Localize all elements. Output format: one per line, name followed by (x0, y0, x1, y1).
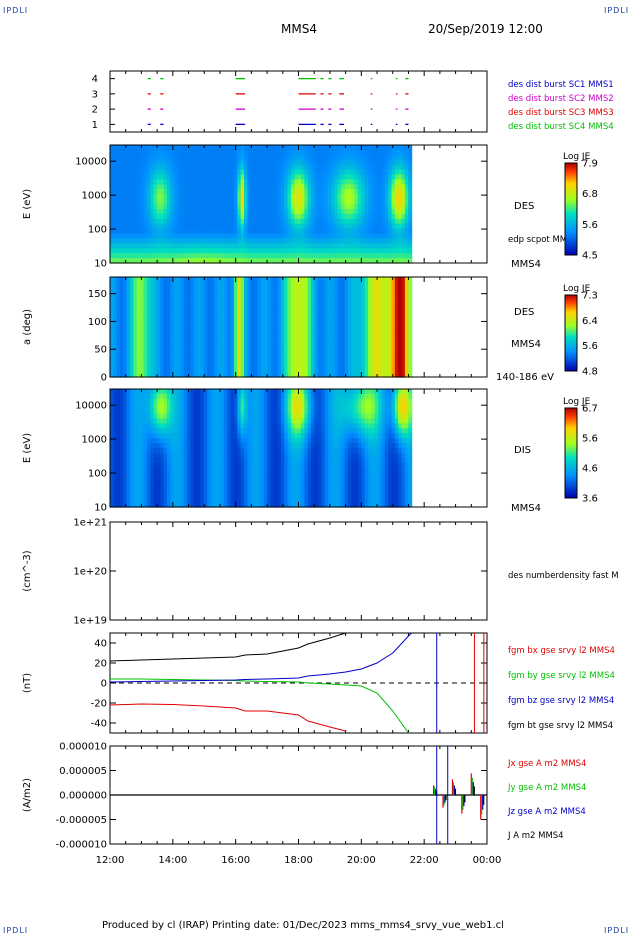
des-pitch-spectrogram-cell (408, 319, 412, 324)
des-pitch-spectrogram-cell (408, 348, 412, 353)
des-energy-spectrogram-cell (408, 150, 412, 156)
burst-legend-entry: des dist burst SC3 MMS3 (508, 108, 614, 118)
des-energy-spacecraft-label: MMS4 (511, 259, 541, 270)
des-pitch-colorbar-tick-label: 4.8 (582, 367, 598, 378)
des-energy-spectrogram-cell (408, 160, 412, 166)
des-energy-spectrogram-cell (408, 194, 412, 200)
des-pitch-spectrogram-cell (408, 365, 412, 370)
des-energy-colorbar-tick-label: 5.6 (582, 220, 598, 231)
des-pitch-instrument-label: DES (514, 307, 534, 318)
des-pitch-energy-label: 140-186 eV (496, 372, 554, 383)
des-energy-spectrogram-cell (408, 238, 412, 244)
des-pitch-spectrogram-cell (408, 298, 412, 303)
des-pitch-spacecraft-label: MMS4 (511, 339, 541, 350)
des-pitch-spectrogram-cell (408, 315, 412, 320)
burst-legend-entry: des dist burst SC4 MMS4 (508, 122, 614, 132)
des-energy-spectrogram-cell (408, 179, 412, 185)
des-pitch-spectrogram-cell (408, 294, 412, 299)
des-pitch-tick-label: 50 (94, 345, 107, 356)
des-pitch-spectrogram-cell (408, 360, 412, 365)
des-energy-spectrogram-cell (408, 253, 412, 259)
des-energy-spectrogram-cell (408, 214, 412, 220)
des-pitch-colorbar-tick-label: 5.6 (582, 341, 598, 352)
burst-tick-label: 2 (92, 105, 98, 116)
des-energy-colorbar (565, 163, 577, 255)
des-energy-instrument-label: DES (514, 201, 534, 212)
des-pitch-colorbar-tick-label: 7.3 (582, 291, 598, 302)
des-energy-colorbar-tick-label: 6.8 (582, 189, 598, 200)
des-pitch-spectrogram-cell (408, 327, 412, 332)
burst-tick-label: 1 (92, 120, 98, 131)
burst-tick-label: 4 (92, 74, 98, 85)
des-energy-spectrogram-cell (408, 175, 412, 181)
des-pitch-spectrogram-cell (408, 331, 412, 336)
des-energy-tick-label: 100 (88, 225, 107, 236)
des-pitch-tick-label: 150 (88, 289, 107, 300)
des-pitch-spectrogram-cell (408, 302, 412, 307)
des-pitch-spectrogram-cell (408, 285, 412, 290)
des-pitch-tick-label: 100 (88, 317, 107, 328)
des-energy-spectrogram-cell (408, 219, 412, 225)
des-energy-spectrogram-cell (408, 155, 412, 161)
des-pitch-spectrogram-cell (408, 281, 412, 286)
burst-legend-entry: des dist burst SC2 MMS2 (508, 94, 614, 104)
des-pitch-ylabel: a (deg) (22, 309, 33, 345)
des-pitch-spectrogram-cell (408, 335, 412, 340)
des-pitch-colorbar-tick-label: 6.4 (582, 316, 598, 327)
des-energy-spectrogram-cell (408, 170, 412, 176)
des-energy-tick-label: 10000 (75, 157, 107, 168)
des-pitch-spectrogram-cell (408, 323, 412, 328)
burst-tick-label: 3 (92, 89, 98, 100)
des-energy-spectrogram-cell (408, 234, 412, 240)
des-energy-spectrogram-cell (408, 248, 412, 254)
des-energy-colorbar-tick-label: 7.9 (582, 159, 598, 170)
des-pitch-spectrogram-cell (408, 306, 412, 311)
des-pitch-tick-label: 0 (101, 373, 107, 384)
des-pitch-spectrogram-cell (408, 310, 412, 315)
burst-legend-entry: des dist burst SC1 MMS1 (508, 80, 614, 90)
des-pitch-spectrogram-cell (408, 369, 412, 374)
des-energy-spectrogram-cell (408, 189, 412, 195)
des-pitch-spectrogram-cell (408, 290, 412, 295)
des-energy-spectrogram-cell (408, 229, 412, 235)
des-energy-tick-label: 10 (94, 259, 107, 270)
des-energy-spectrogram-cell (408, 165, 412, 171)
des-pitch-spectrogram-cell (408, 352, 412, 357)
burst-panel-frame (110, 71, 487, 132)
des-energy-tick-label: 1000 (82, 191, 107, 202)
des-pitch-spectrogram-cell (408, 344, 412, 349)
des-energy-spectrogram-cell (408, 199, 412, 205)
des-pitch-spectrogram-cell (408, 356, 412, 361)
des-energy-spectrogram-cell (408, 184, 412, 190)
des-energy-colorbar-tick-label: 4.5 (582, 251, 598, 262)
des-energy-spectrogram-cell (408, 243, 412, 249)
des-energy-spectrogram-cell (408, 204, 412, 210)
des-energy-ylabel: E (eV) (22, 189, 33, 219)
des-pitch-colorbar (565, 295, 577, 371)
des-energy-spectrogram-cell (408, 209, 412, 215)
des-pitch-spectrogram-cell (408, 340, 412, 345)
des-energy-spectrogram-cell (408, 224, 412, 230)
